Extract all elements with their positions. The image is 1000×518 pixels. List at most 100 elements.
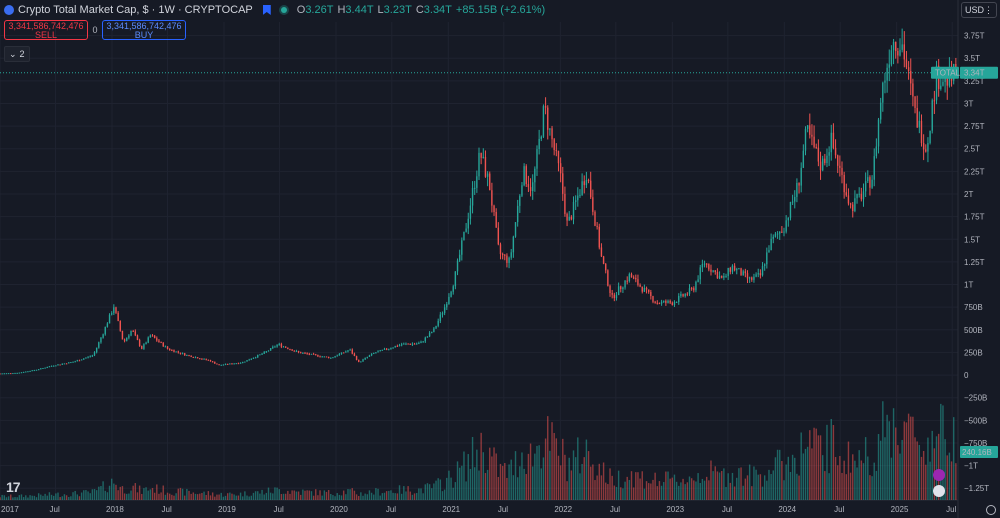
volume-bar [257, 491, 259, 500]
candle-body [800, 167, 802, 186]
candle-body [132, 331, 134, 333]
candle-body [791, 201, 794, 203]
volume-bar [7, 496, 10, 500]
y-tick-label: 3T [964, 99, 973, 108]
time-axis[interactable]: 2017 Jul 2018 Jul 2019 Jul 2020 Jul 2021 Jul 2022 J… [1, 505, 957, 514]
volume-bar [358, 496, 360, 500]
volume-bar [918, 444, 921, 500]
volume-bar [42, 495, 44, 500]
candle-body [244, 361, 246, 363]
volume-bar [532, 466, 534, 500]
candle-body [319, 356, 321, 358]
symbol-title[interactable]: Crypto Total Market Cap, $ · 1W · CRYPTO… [18, 4, 253, 16]
volume-bar [600, 475, 603, 500]
volume-bar [289, 493, 291, 500]
sell-price: 3,341,586,742,476 [8, 21, 84, 31]
volume-bar [478, 470, 480, 500]
volume-bar [304, 490, 306, 500]
candle-body [806, 125, 809, 129]
volume-bar [712, 471, 714, 500]
candle-body [602, 256, 605, 264]
volume-bar [892, 408, 895, 500]
volume-bar [695, 481, 697, 500]
candle-body [675, 302, 678, 304]
candle-body [385, 348, 388, 350]
volume-bar [512, 475, 515, 500]
candle-body [416, 343, 418, 345]
settings-icon[interactable] [986, 505, 996, 515]
candle-body [431, 332, 433, 334]
volume-bar [920, 456, 923, 500]
y-tick-label: 1.5T [964, 235, 980, 244]
volume-bar [162, 485, 164, 500]
candle-body [398, 344, 401, 347]
ohlc-low: L3.23T [377, 4, 412, 16]
volume-bar [392, 492, 394, 500]
candle-body [551, 128, 553, 140]
volume-bar [937, 433, 940, 500]
volume-bar [366, 494, 369, 500]
indicators-toggle[interactable]: ⌄ 2 [4, 46, 30, 62]
volume-bar [65, 495, 68, 500]
volume-bar [205, 494, 207, 500]
volume-bar [284, 493, 287, 500]
candle-body [91, 355, 94, 357]
volume-bar [171, 494, 173, 500]
candle-body [317, 354, 319, 357]
x-tick-label: Jul [722, 505, 732, 514]
tradingview-logo-icon[interactable]: 17 [6, 479, 21, 495]
volume-bar [742, 485, 744, 500]
candle-body [940, 85, 942, 89]
volume-bar [789, 471, 792, 500]
volume-bar [834, 457, 837, 500]
candle-body [605, 263, 607, 271]
candle-body [351, 349, 353, 354]
candle-body [499, 244, 502, 255]
buy-button[interactable]: 3,341,586,742,476 BUY [102, 20, 186, 40]
volume-bar [403, 486, 405, 500]
candle-body [879, 102, 882, 120]
volume-bar [379, 495, 381, 500]
candle-body [875, 146, 878, 157]
lightning-icon[interactable] [933, 469, 945, 481]
candle-body [452, 286, 454, 292]
candle-body [553, 139, 555, 151]
candle-body [353, 353, 356, 357]
price-axis[interactable]: 3.75T 3.5T 3.25T 3T 2.75T 2.5T 2.25T 2T 1.75T 1.5… [964, 32, 989, 494]
y-tick-label: 2.5T [964, 145, 980, 154]
candle-body [261, 353, 263, 355]
flag-us-icon[interactable] [933, 485, 945, 497]
candle-body [751, 277, 753, 280]
volume-bar [345, 494, 347, 500]
candle-body [373, 352, 375, 354]
volume-bar [886, 414, 888, 500]
volume-bar [697, 473, 699, 500]
flag-icon[interactable] [262, 5, 271, 15]
candle-body [761, 266, 764, 276]
last-volume-marker: 240.16B [960, 446, 998, 458]
candle-body [609, 285, 611, 294]
volume-bar [431, 488, 433, 500]
volume-bar [471, 436, 474, 500]
candle-body [753, 276, 755, 280]
candle-body [501, 254, 504, 256]
candle-body [403, 343, 405, 345]
volume-bar [714, 466, 716, 500]
volume-bar [312, 495, 315, 500]
volume-bar [746, 475, 749, 500]
candle-body [20, 372, 23, 374]
currency-select[interactable]: USD ⋮ [961, 2, 997, 18]
candle-body [14, 372, 16, 374]
candle-body [680, 294, 682, 296]
sell-button[interactable]: 3,341,586,742,476 SELL [4, 20, 88, 40]
candle-body [669, 300, 671, 303]
candle-body [815, 146, 817, 148]
volume-bar [748, 464, 751, 500]
candle-body [837, 155, 839, 166]
volume-bar [153, 492, 156, 500]
candle-body [242, 361, 244, 363]
candle-body [35, 369, 38, 371]
candle-body [55, 365, 57, 367]
volume-bar [624, 481, 626, 500]
